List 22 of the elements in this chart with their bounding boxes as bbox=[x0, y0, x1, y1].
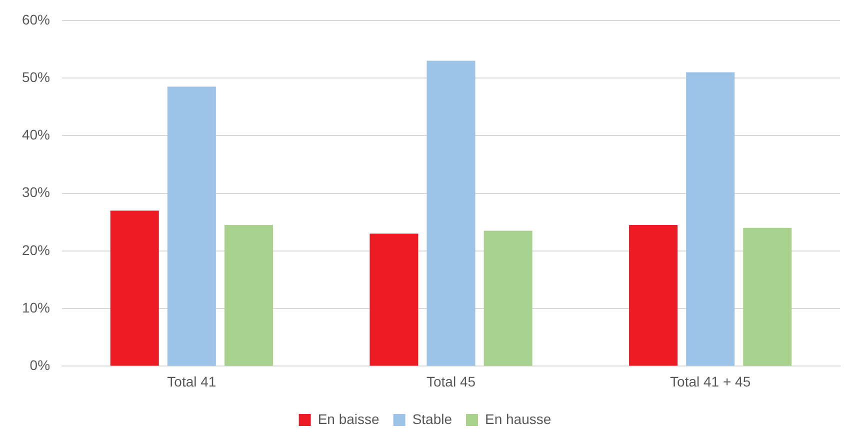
y-tick-label: 30% bbox=[22, 184, 50, 200]
y-tick-label: 10% bbox=[22, 299, 50, 316]
bar bbox=[167, 86, 216, 366]
y-tick-label: 20% bbox=[22, 242, 50, 258]
x-tick-label: Total 41 bbox=[167, 373, 216, 390]
x-tick-label: Total 41 + 45 bbox=[670, 373, 751, 390]
x-tick-label: Total 45 bbox=[426, 373, 476, 390]
legend-label: Stable bbox=[412, 410, 452, 427]
bar bbox=[629, 225, 678, 366]
bar bbox=[686, 72, 735, 366]
bar bbox=[426, 60, 476, 366]
legend-label: En hausse bbox=[485, 410, 552, 427]
y-tick-label: 50% bbox=[22, 68, 50, 85]
bar bbox=[484, 230, 532, 366]
y-tick-label: 0% bbox=[30, 357, 50, 374]
y-tick-label: 40% bbox=[22, 126, 50, 143]
legend-label: En baisse bbox=[318, 410, 380, 427]
bar bbox=[224, 225, 273, 366]
bar bbox=[370, 234, 418, 366]
bar bbox=[743, 228, 792, 366]
y-tick-label: 60% bbox=[22, 11, 50, 28]
bar bbox=[110, 210, 159, 366]
